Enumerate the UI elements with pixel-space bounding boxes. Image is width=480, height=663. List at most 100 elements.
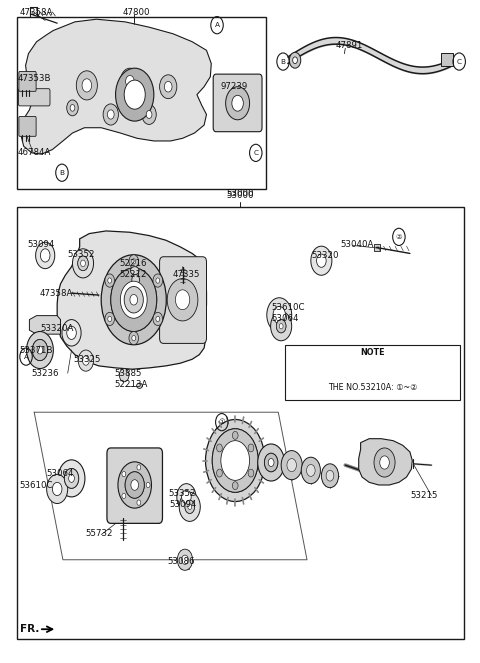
Circle shape	[120, 369, 129, 382]
Circle shape	[37, 346, 43, 354]
Circle shape	[137, 500, 141, 505]
Circle shape	[301, 457, 321, 484]
Circle shape	[164, 82, 172, 92]
Text: 47800: 47800	[123, 8, 150, 17]
Text: 53352: 53352	[168, 489, 196, 498]
Circle shape	[153, 274, 163, 287]
FancyBboxPatch shape	[17, 207, 464, 639]
Text: 53325: 53325	[73, 355, 101, 365]
Circle shape	[118, 462, 152, 508]
Circle shape	[146, 111, 152, 119]
Circle shape	[69, 475, 74, 483]
Circle shape	[72, 249, 94, 278]
Circle shape	[108, 110, 114, 119]
Circle shape	[81, 260, 85, 267]
Circle shape	[307, 465, 315, 477]
FancyBboxPatch shape	[19, 72, 36, 91]
Circle shape	[248, 444, 254, 452]
FancyBboxPatch shape	[69, 290, 74, 297]
Circle shape	[177, 549, 192, 570]
Circle shape	[216, 444, 222, 452]
Circle shape	[111, 268, 157, 332]
FancyBboxPatch shape	[286, 345, 460, 400]
Circle shape	[70, 105, 75, 111]
Circle shape	[32, 339, 48, 361]
Circle shape	[120, 68, 140, 95]
Circle shape	[216, 469, 222, 477]
Polygon shape	[29, 316, 60, 334]
Text: 55732: 55732	[86, 529, 113, 538]
Circle shape	[264, 453, 278, 472]
Circle shape	[248, 469, 254, 477]
Circle shape	[103, 104, 119, 125]
Circle shape	[156, 278, 160, 283]
Circle shape	[131, 480, 139, 490]
Circle shape	[108, 316, 112, 322]
Circle shape	[153, 312, 163, 326]
Circle shape	[105, 312, 115, 326]
Circle shape	[26, 332, 53, 369]
Text: 53040A: 53040A	[340, 239, 374, 249]
Circle shape	[47, 475, 68, 503]
Circle shape	[281, 451, 302, 480]
Circle shape	[126, 76, 134, 88]
Circle shape	[232, 432, 238, 440]
Circle shape	[175, 290, 190, 310]
Circle shape	[67, 326, 76, 339]
Circle shape	[322, 464, 338, 488]
Text: 47358A: 47358A	[20, 8, 53, 17]
Text: 52212: 52212	[120, 270, 147, 279]
Circle shape	[279, 324, 283, 329]
Text: A: A	[24, 353, 29, 359]
Text: 53000: 53000	[226, 190, 254, 198]
Circle shape	[105, 274, 115, 287]
Circle shape	[181, 490, 191, 503]
Circle shape	[62, 320, 81, 346]
Circle shape	[116, 68, 154, 121]
Circle shape	[374, 448, 395, 477]
Circle shape	[232, 482, 238, 489]
Text: 53610C: 53610C	[271, 302, 305, 312]
Text: 47358A: 47358A	[40, 288, 73, 298]
Ellipse shape	[131, 267, 139, 274]
Circle shape	[78, 256, 88, 271]
Text: 53094: 53094	[169, 501, 197, 509]
Circle shape	[293, 57, 298, 64]
Circle shape	[78, 256, 88, 271]
Circle shape	[276, 320, 286, 333]
Circle shape	[64, 469, 79, 489]
Circle shape	[108, 278, 112, 283]
Circle shape	[36, 242, 55, 269]
Circle shape	[287, 459, 297, 471]
FancyBboxPatch shape	[18, 89, 50, 106]
Circle shape	[125, 472, 144, 498]
Circle shape	[111, 268, 157, 332]
FancyBboxPatch shape	[19, 117, 36, 137]
Text: 46784A: 46784A	[17, 149, 51, 157]
Text: 53215: 53215	[410, 491, 437, 500]
Text: 53000: 53000	[226, 191, 254, 200]
Circle shape	[232, 95, 243, 111]
Circle shape	[273, 306, 286, 324]
Text: THE NO.53210A: ①~②: THE NO.53210A: ①~②	[328, 383, 418, 392]
Text: B: B	[60, 170, 64, 176]
Text: 53885: 53885	[115, 369, 142, 378]
Circle shape	[122, 493, 126, 499]
Circle shape	[146, 483, 150, 488]
Text: 53320A: 53320A	[40, 324, 73, 333]
Circle shape	[124, 286, 144, 313]
Circle shape	[212, 429, 258, 492]
Text: B: B	[281, 58, 286, 64]
Text: 47353B: 47353B	[17, 74, 51, 84]
Circle shape	[264, 453, 278, 472]
FancyBboxPatch shape	[107, 448, 162, 523]
Circle shape	[78, 350, 94, 371]
Text: 53064: 53064	[46, 469, 73, 478]
Circle shape	[64, 469, 79, 489]
Circle shape	[167, 278, 198, 321]
Text: NOTE: NOTE	[360, 348, 385, 357]
Circle shape	[258, 444, 285, 481]
Circle shape	[101, 255, 166, 345]
Text: 53236: 53236	[32, 369, 60, 378]
Circle shape	[120, 281, 147, 318]
